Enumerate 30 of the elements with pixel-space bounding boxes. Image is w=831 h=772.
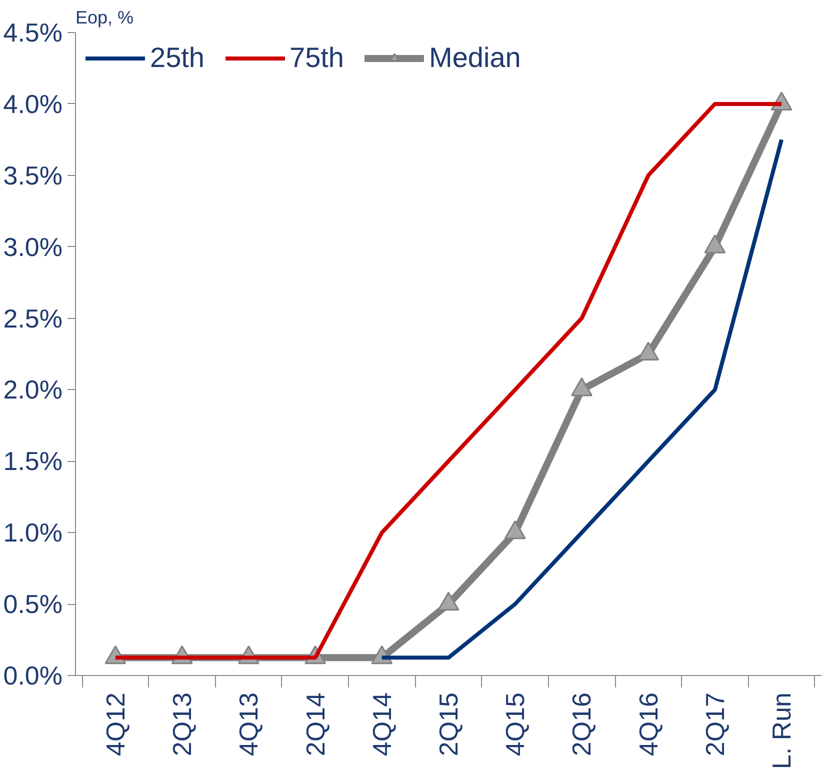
y-tick-label: 3.5%: [3, 160, 63, 190]
legend-label: 75th: [290, 42, 344, 74]
y-tick-label: 2.0%: [3, 374, 63, 405]
point: [638, 342, 660, 361]
y-tick-label: 3.0%: [3, 232, 63, 262]
x-tick-label: 4Q13: [234, 692, 264, 756]
point: [570, 377, 592, 396]
x-tick-label: 2Q15: [434, 692, 464, 756]
x-tick-label: L. Run: [766, 692, 797, 770]
y-tick-label: 0.5%: [3, 589, 63, 620]
point: [704, 234, 726, 254]
x-tick-label: 4Q14: [366, 692, 397, 756]
y-tick-label: 2.5%: [3, 303, 63, 334]
y-tick-label: 1.0%: [3, 518, 63, 548]
x-tick-label: 2Q17: [700, 692, 730, 756]
legend-label: Median: [429, 42, 521, 74]
y-tick-label: 4.5%: [3, 18, 63, 48]
y-tick-label: 0.0%: [3, 660, 63, 690]
point: [438, 592, 460, 611]
x-tick-label: 4Q12: [100, 692, 130, 756]
x-tick-label: 2Q13: [167, 692, 198, 756]
x-tick-label: 4Q16: [633, 692, 664, 756]
y-axis-title: Eop, %: [76, 8, 134, 28]
x-tick-label: 4Q15: [500, 692, 530, 756]
x-tick-label: 2Q14: [300, 692, 330, 756]
x-tick-label: 2Q16: [566, 692, 597, 756]
y-tick-label: 1.5%: [3, 446, 63, 476]
point: [504, 520, 526, 540]
y-tick-label: 4.0%: [3, 88, 63, 119]
legend-label: 25th: [150, 42, 204, 74]
